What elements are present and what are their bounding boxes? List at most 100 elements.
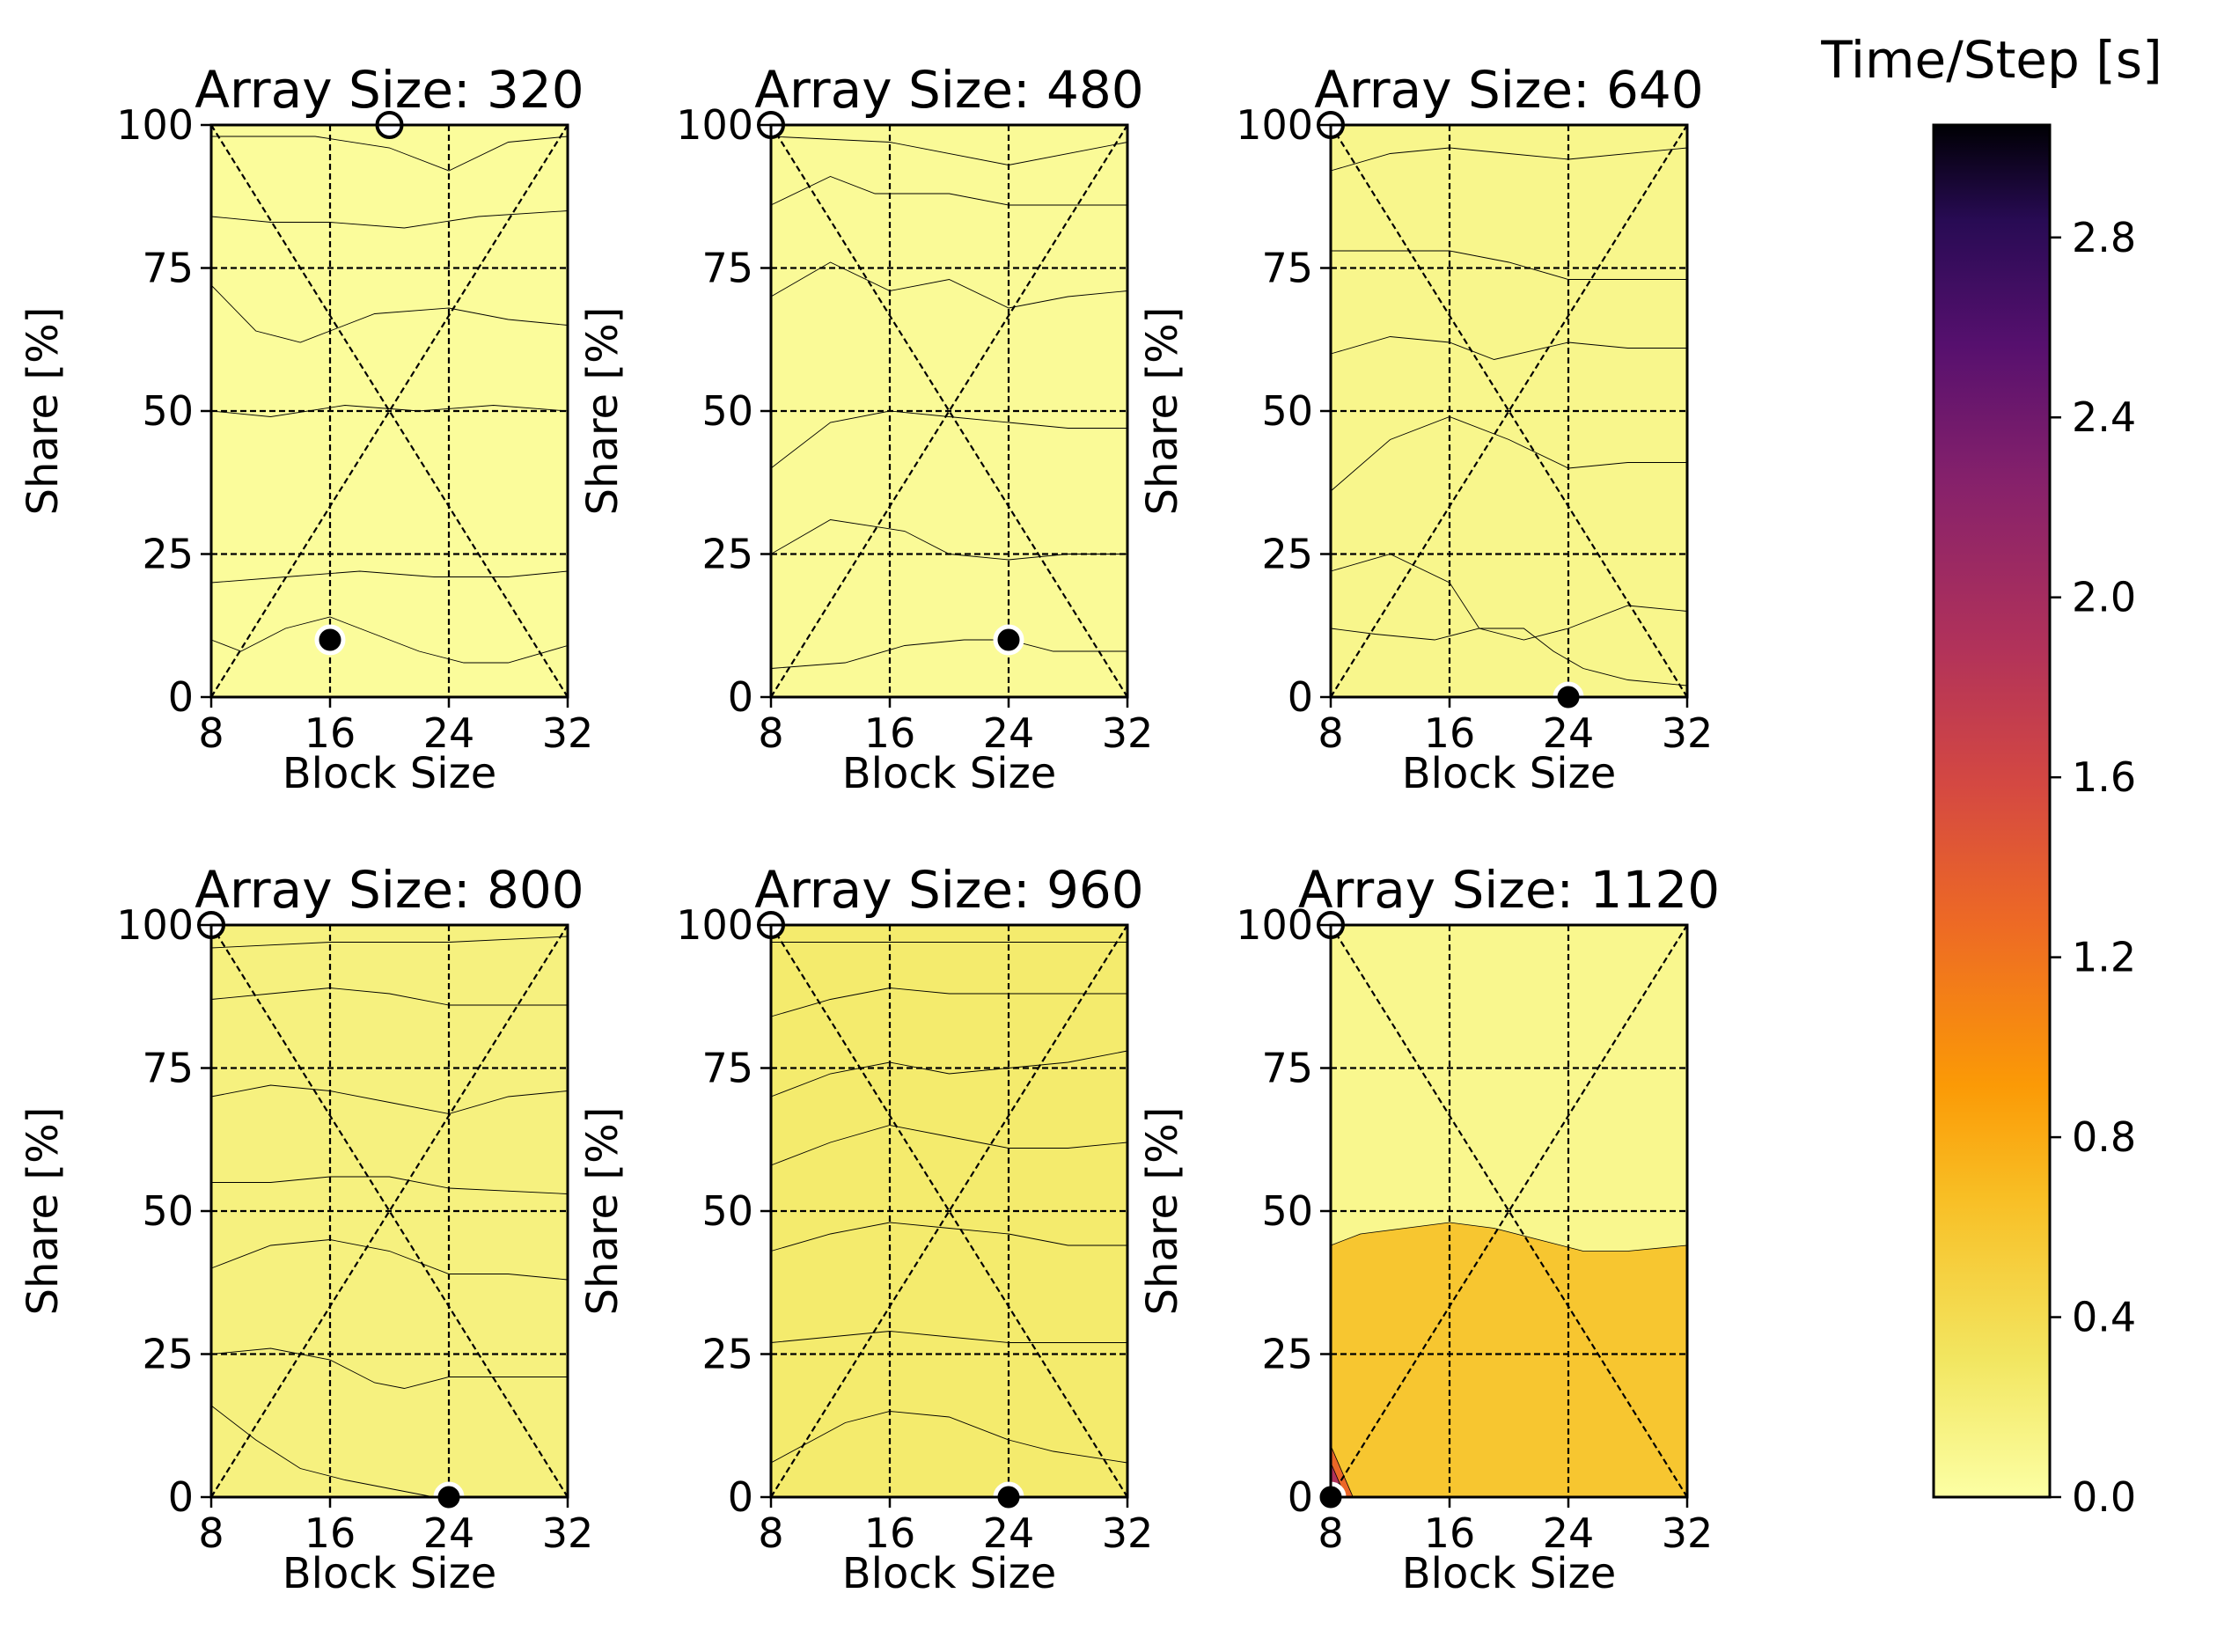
contour-line <box>210 936 569 949</box>
x-tick-label: 16 <box>305 1509 356 1557</box>
x-tick-label: 32 <box>1662 1509 1714 1557</box>
y-tick-label: 75 <box>701 1045 753 1092</box>
y-tick-label: 0 <box>728 673 753 721</box>
contour-line <box>770 988 1127 1017</box>
contour-line <box>770 639 1127 669</box>
diagonal-line <box>770 924 1128 1498</box>
y-tick-label: 75 <box>1261 245 1313 292</box>
y-axis-label: Share [%] <box>578 1107 628 1316</box>
y-axis-label: Share [%] <box>18 307 68 516</box>
contour-line <box>770 410 1127 469</box>
y-tick-label: 0 <box>168 673 194 721</box>
colorbar-tick-label: 1.2 <box>2072 934 2136 981</box>
contour-line <box>211 1176 569 1194</box>
y-tick-label: 0 <box>1288 673 1313 721</box>
contour-line <box>210 1239 569 1281</box>
x-tick-label: 16 <box>1424 709 1476 757</box>
colorbar-tick-label: 2.4 <box>2072 393 2136 441</box>
diagonal-line <box>210 924 569 1498</box>
colorbar-tick-label: 2.8 <box>2072 214 2136 261</box>
y-tick-label: 75 <box>1261 1045 1313 1092</box>
y-tick-label: 25 <box>1261 531 1313 578</box>
diagonal-line <box>210 124 569 698</box>
contour-line <box>210 570 569 584</box>
y-tick-label: 50 <box>142 387 194 435</box>
contour-line <box>1330 336 1687 360</box>
x-tick-label: 32 <box>1102 709 1154 757</box>
panel-title: Array Size: 640 <box>1314 60 1703 120</box>
diagonal-line <box>1330 124 1688 698</box>
y-tick-label: 0 <box>728 1473 753 1521</box>
diagonal-line <box>770 124 1128 698</box>
contour-line <box>210 405 569 417</box>
min-marker <box>314 624 346 656</box>
y-tick-label: 75 <box>701 245 753 292</box>
x-axis-label: Block Size <box>842 749 1057 798</box>
x-tick-label: 8 <box>198 709 224 757</box>
colorbar-gradient <box>1934 125 2050 1497</box>
contour-line <box>210 1347 568 1389</box>
contour-line <box>770 1222 1127 1252</box>
contour-line <box>770 176 1127 206</box>
min-marker <box>993 624 1024 656</box>
y-tick-label: 50 <box>142 1187 194 1235</box>
colorbar: 0.0 0.4 0.8 1.2 1.6 2.0 2.4 2.8 Time/Step [s] <box>1820 30 2162 1521</box>
y-tick-label: 50 <box>1261 1187 1313 1235</box>
y-tick-label: 50 <box>701 387 753 435</box>
x-axis-label: Block Size <box>283 1549 497 1598</box>
y-tick-label: 100 <box>676 901 753 949</box>
colorbar-tick-label: 1.6 <box>2072 753 2136 801</box>
x-tick-label: 8 <box>758 709 783 757</box>
contour-line <box>211 136 569 172</box>
x-tick-label: 24 <box>1543 1509 1595 1557</box>
colorbar-tick-label: 0.0 <box>2072 1473 2136 1521</box>
contour-line <box>210 1405 435 1498</box>
panel-title: Array Size: 960 <box>754 860 1143 920</box>
x-tick-label: 24 <box>423 709 475 757</box>
y-tick-label: 25 <box>701 531 753 578</box>
x-tick-label: 32 <box>542 709 594 757</box>
panel-title: Array Size: 480 <box>754 60 1143 120</box>
colorbar-tick-label: 0.4 <box>2072 1294 2136 1341</box>
x-tick-label: 8 <box>1318 709 1343 757</box>
y-tick-label: 100 <box>1236 901 1313 949</box>
y-tick-label: 25 <box>142 531 194 578</box>
x-tick-label: 24 <box>983 1509 1035 1557</box>
contour-line <box>770 1050 1128 1098</box>
x-tick-label: 16 <box>864 1509 916 1557</box>
x-tick-label: 24 <box>1543 709 1595 757</box>
contour-line <box>1330 628 1688 686</box>
contour-line <box>1330 416 1687 492</box>
x-tick-label: 8 <box>758 1509 783 1557</box>
x-axis-label: Block Size <box>1402 749 1617 798</box>
contour-line <box>210 284 569 343</box>
y-axis-label: Share [%] <box>1138 307 1187 516</box>
x-tick-label: 16 <box>305 709 356 757</box>
y-tick-label: 100 <box>1236 101 1313 149</box>
x-tick-label: 8 <box>1318 1509 1343 1557</box>
contour-region <box>1330 1222 1688 1498</box>
x-tick-label: 32 <box>1662 709 1714 757</box>
panel-title: Array Size: 800 <box>195 860 584 920</box>
x-axis-label: Block Size <box>1402 1549 1617 1598</box>
x-tick-label: 24 <box>423 1509 475 1557</box>
y-tick-label: 75 <box>142 1045 194 1092</box>
colorbar-tick-label: 0.8 <box>2072 1113 2136 1161</box>
contour-line <box>210 1084 569 1114</box>
x-tick-label: 8 <box>198 1509 224 1557</box>
colorbar-title: Time/Step [s] <box>1820 30 2162 90</box>
diagonal-line <box>210 124 569 698</box>
panel-title: Array Size: 320 <box>195 60 584 120</box>
contour-line <box>210 210 569 229</box>
y-tick-label: 100 <box>116 901 194 949</box>
contour-line <box>770 261 1128 309</box>
y-tick-label: 100 <box>116 101 194 149</box>
x-tick-label: 24 <box>983 709 1035 757</box>
contour-line <box>770 1411 1128 1464</box>
